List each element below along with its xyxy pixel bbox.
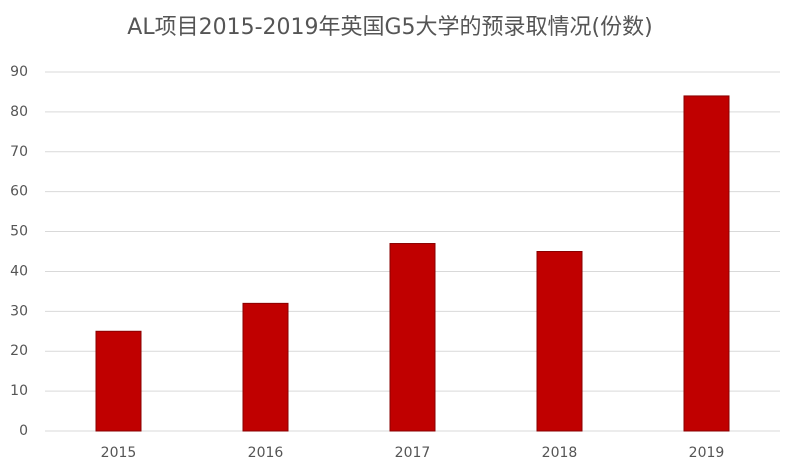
bar	[536, 251, 583, 432]
y-tick-label: 10	[10, 383, 28, 399]
y-tick-label: 50	[10, 224, 28, 240]
y-tick-label: 60	[10, 184, 28, 200]
x-tick-label: 2015	[101, 445, 137, 461]
chart-title: AL项目2015-2019年英国G5大学的预录取情况(份数)	[127, 15, 652, 40]
x-tick-label: 2017	[395, 445, 431, 461]
y-tick-label: 90	[10, 64, 28, 80]
x-tick-label: 2016	[248, 445, 284, 461]
y-tick-label: 80	[10, 104, 28, 120]
bar	[242, 302, 289, 432]
y-tick-label: 70	[10, 144, 28, 160]
y-tick-label: 20	[10, 343, 28, 359]
bar	[95, 330, 142, 432]
bar	[683, 95, 730, 432]
x-tick-label: 2019	[689, 445, 725, 461]
y-tick-label: 40	[10, 263, 28, 279]
y-tick-label: 0	[19, 423, 28, 439]
y-tick-label: 30	[10, 303, 28, 319]
bar	[389, 243, 436, 432]
x-tick-label: 2018	[542, 445, 578, 461]
